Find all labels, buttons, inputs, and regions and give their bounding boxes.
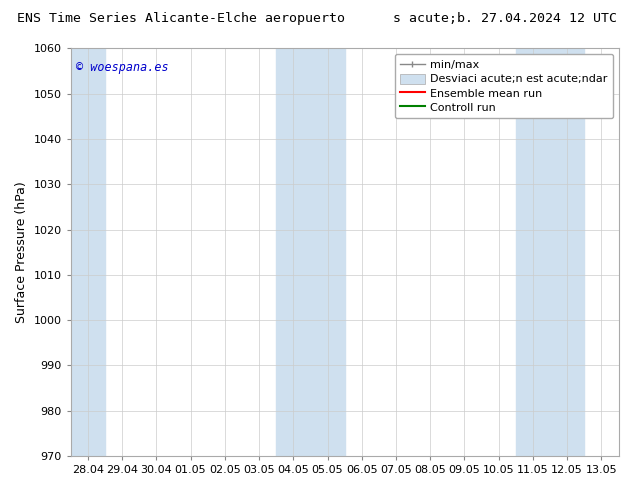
Bar	[276, 49, 345, 456]
Y-axis label: Surface Pressure (hPa): Surface Pressure (hPa)	[15, 181, 28, 323]
Legend: min/max, Desviaci acute;n est acute;ndar, Ensemble mean run, Controll run: min/max, Desviaci acute;n est acute;ndar…	[394, 54, 613, 118]
Text: ENS Time Series Alicante-Elche aeropuerto      s acute;b. 27.04.2024 12 UTC: ENS Time Series Alicante-Elche aeropuert…	[17, 12, 617, 25]
Text: © woespana.es: © woespana.es	[76, 61, 169, 74]
Bar	[516, 49, 585, 456]
Bar	[71, 49, 105, 456]
